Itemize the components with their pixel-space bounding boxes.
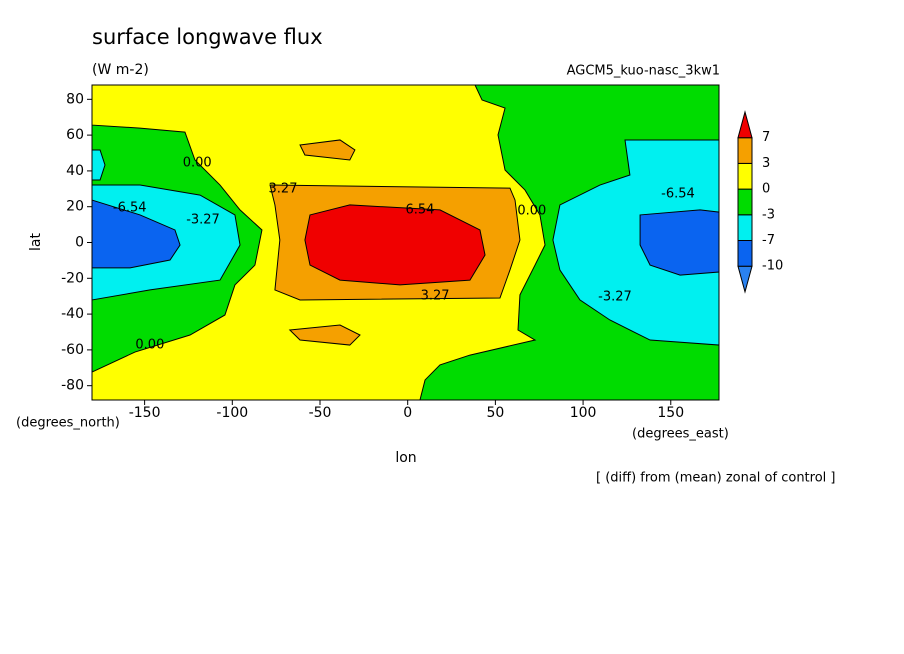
contour-label: 3.27	[269, 181, 298, 196]
colorbar-arrow	[737, 265, 753, 294]
x-tick-label: -50	[309, 405, 332, 421]
contour-label: -3.27	[598, 289, 632, 304]
x-tick-label: -150	[129, 405, 161, 421]
contour-label: 6.54	[405, 202, 434, 217]
y-tick-label: 0	[75, 235, 84, 251]
x-tick-label: -100	[216, 405, 248, 421]
note: [ (diff) from (mean) zonal of control ]	[596, 471, 835, 486]
contour-label: 3.27	[421, 289, 450, 304]
contour-region	[639, 209, 720, 276]
contour-label: 0.00	[517, 204, 546, 219]
colorbar-label: 0	[762, 182, 770, 197]
y-tick-label: -40	[61, 306, 84, 322]
x-tick-label: 50	[486, 405, 504, 421]
colorbar-label: -3	[762, 207, 775, 222]
contour-region	[304, 204, 486, 286]
contour-label: -6.54	[661, 186, 695, 201]
y-tick-label: 20	[66, 199, 84, 215]
x-tick-label: 100	[570, 405, 597, 421]
chart-subtitle: (W m-2)	[92, 62, 149, 78]
x-axis-label: lon	[395, 450, 416, 466]
colorbar-label: 7	[762, 130, 770, 145]
contour-label: -6.54	[113, 200, 147, 215]
x-tick-label: 150	[657, 405, 684, 421]
y-tick-label: 40	[66, 163, 84, 179]
run-name: AGCM5_kuo-nasc_3kw1	[567, 64, 720, 79]
contour-label: 0.00	[183, 156, 212, 171]
colorbar-arrow	[737, 110, 753, 139]
colorbar-box	[737, 137, 753, 164]
y-tick-label: 80	[66, 91, 84, 107]
y-tick-label: -20	[61, 270, 84, 286]
y-tick-label: 60	[66, 127, 84, 143]
colorbar-box	[737, 214, 753, 242]
colorbar-label: -7	[762, 233, 775, 248]
contour-region	[299, 139, 356, 161]
y-tick-label: -60	[61, 342, 84, 358]
colorbar-box	[737, 240, 753, 267]
contour-label: 0.00	[135, 338, 164, 353]
contour-region	[91, 199, 181, 269]
contour-region	[288, 324, 361, 346]
colorbar-box	[737, 162, 753, 190]
colorbar-label: -10	[762, 259, 783, 274]
chart-title: surface longwave flux	[92, 25, 323, 49]
x-unit: (degrees_east)	[632, 427, 729, 442]
y-axis-label: lat	[28, 233, 44, 251]
contour-label: -3.27	[186, 212, 220, 227]
y-tick-label: -80	[61, 378, 84, 394]
y-unit: (degrees_north)	[16, 416, 120, 431]
colorbar-box	[737, 188, 753, 216]
x-tick-label: 0	[403, 405, 412, 421]
colorbar-label: 3	[762, 156, 770, 171]
